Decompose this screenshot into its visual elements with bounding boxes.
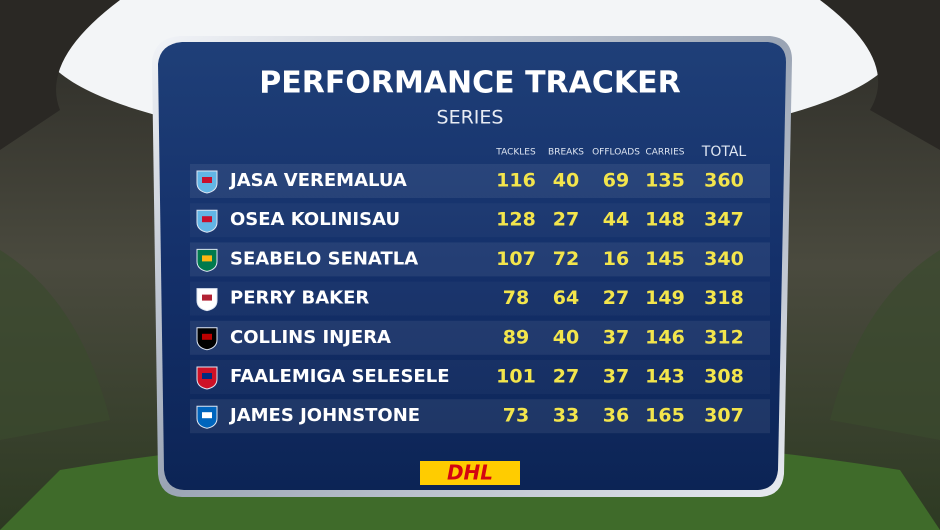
stat-value: 307 xyxy=(704,405,744,427)
panel xyxy=(158,42,786,490)
stat-value: 116 xyxy=(496,170,536,192)
row-band xyxy=(190,164,770,198)
row-band xyxy=(190,242,770,277)
stat-value: 37 xyxy=(603,366,629,388)
flag-detail xyxy=(202,373,212,379)
stat-value: 145 xyxy=(645,248,685,270)
stat-value: 78 xyxy=(503,287,529,309)
flag-detail xyxy=(202,216,212,223)
stat-value: 73 xyxy=(503,405,529,427)
flag-detail xyxy=(202,333,212,340)
logo-box xyxy=(420,461,520,485)
stat-value: 89 xyxy=(503,326,529,348)
stat-value: 33 xyxy=(553,405,579,427)
stat-value: 40 xyxy=(553,170,579,192)
player-name: FAALEMIGA SELESELE xyxy=(230,366,450,387)
column-header: OFFLOADS xyxy=(592,148,640,158)
stat-value: 340 xyxy=(704,248,744,270)
stat-value: 148 xyxy=(645,209,685,231)
stat-value: 143 xyxy=(645,366,685,388)
player-name: JASA VEREMALUA xyxy=(228,170,407,191)
subtitle: SERIES xyxy=(437,107,504,129)
column-header: CARRIES xyxy=(645,148,684,158)
stat-value: 135 xyxy=(645,170,685,192)
stat-value: 128 xyxy=(496,209,536,231)
stat-value: 312 xyxy=(704,326,744,348)
player-name: COLLINS INJERA xyxy=(230,327,391,348)
stat-value: 146 xyxy=(645,326,685,348)
stat-value: 318 xyxy=(704,287,744,309)
stat-value: 165 xyxy=(645,405,685,427)
stat-value: 72 xyxy=(553,248,579,270)
stat-value: 40 xyxy=(553,326,579,348)
stat-value: 308 xyxy=(704,366,744,388)
column-header: TOTAL xyxy=(701,144,747,160)
stat-value: 149 xyxy=(645,287,685,309)
row-band xyxy=(190,320,770,355)
stat-value: 37 xyxy=(603,326,629,348)
stat-value: 27 xyxy=(553,366,579,388)
stat-value: 347 xyxy=(704,209,744,231)
flag-detail xyxy=(202,294,212,301)
stat-value: 36 xyxy=(603,405,629,427)
column-header: BREAKS xyxy=(548,148,584,158)
stat-value: 44 xyxy=(603,209,629,231)
player-name: PERRY BAKER xyxy=(230,288,369,309)
stat-value: 101 xyxy=(496,366,536,388)
logo: DHL xyxy=(447,461,493,485)
stat-value: 107 xyxy=(496,248,536,270)
flag-detail xyxy=(202,177,212,183)
title: PERFORMANCE TRACKER xyxy=(259,66,680,101)
flag-detail xyxy=(202,255,212,262)
row-band xyxy=(190,399,770,434)
stat-value: 360 xyxy=(704,170,744,192)
stat-value: 64 xyxy=(553,287,579,309)
column-header: TACKLES xyxy=(495,148,536,158)
player-name: JAMES JOHNSTONE xyxy=(228,405,420,426)
stat-value: 16 xyxy=(603,248,629,270)
flag-detail xyxy=(202,412,212,419)
roof xyxy=(0,0,940,150)
stat-value: 69 xyxy=(603,170,629,192)
stat-value: 27 xyxy=(603,287,629,309)
stat-value: 27 xyxy=(553,209,579,231)
player-name: SEABELO SENATLA xyxy=(230,248,418,269)
player-name: OSEA KOLINISAU xyxy=(230,209,400,230)
